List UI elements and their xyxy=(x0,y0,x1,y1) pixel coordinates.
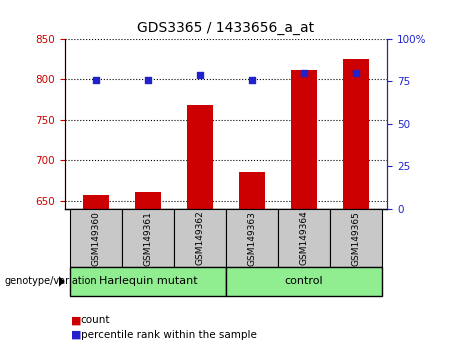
Point xyxy=(300,70,307,76)
Text: Harlequin mutant: Harlequin mutant xyxy=(99,276,197,286)
Point xyxy=(248,77,255,82)
Bar xyxy=(226,209,278,267)
Bar xyxy=(70,267,226,296)
Text: GSM149361: GSM149361 xyxy=(143,211,152,266)
Bar xyxy=(278,209,330,267)
Text: ■: ■ xyxy=(71,330,82,339)
Text: percentile rank within the sample: percentile rank within the sample xyxy=(81,330,257,339)
Polygon shape xyxy=(59,276,65,287)
Point xyxy=(92,77,100,82)
Text: genotype/variation: genotype/variation xyxy=(5,276,97,286)
Title: GDS3365 / 1433656_a_at: GDS3365 / 1433656_a_at xyxy=(137,21,314,35)
Bar xyxy=(330,209,382,267)
Text: count: count xyxy=(81,315,110,325)
Bar xyxy=(70,209,122,267)
Bar xyxy=(239,172,265,209)
Text: control: control xyxy=(284,276,323,286)
Text: ■: ■ xyxy=(71,315,82,325)
Text: GSM149364: GSM149364 xyxy=(300,211,308,266)
Bar xyxy=(187,105,213,209)
Text: GSM149363: GSM149363 xyxy=(248,211,256,266)
Point xyxy=(352,70,360,76)
Bar xyxy=(343,59,369,209)
Text: GSM149365: GSM149365 xyxy=(351,211,361,266)
Point xyxy=(196,72,204,78)
Bar xyxy=(174,209,226,267)
Bar xyxy=(122,209,174,267)
Point xyxy=(144,77,152,82)
Bar xyxy=(226,267,382,296)
Bar xyxy=(291,70,317,209)
Text: GSM149362: GSM149362 xyxy=(195,211,204,266)
Bar xyxy=(83,195,109,209)
Bar xyxy=(135,192,161,209)
Text: GSM149360: GSM149360 xyxy=(91,211,100,266)
